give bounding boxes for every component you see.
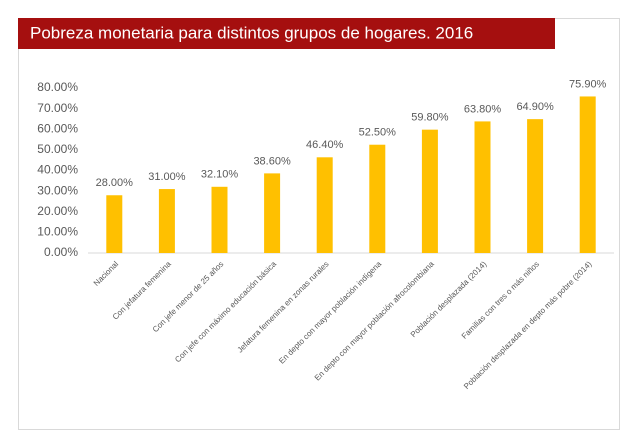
y-tick-label: 50.00% bbox=[37, 142, 78, 156]
y-tick-label: 30.00% bbox=[37, 183, 78, 197]
value-label: 38.60% bbox=[253, 155, 291, 167]
bar bbox=[421, 129, 438, 253]
y-tick-label: 40.00% bbox=[37, 163, 78, 177]
bar bbox=[579, 96, 596, 253]
value-label: 32.10% bbox=[201, 169, 239, 181]
bar bbox=[158, 189, 175, 253]
bar bbox=[106, 195, 123, 253]
chart-title: Pobreza monetaria para distintos grupos … bbox=[30, 23, 473, 42]
bar bbox=[264, 173, 281, 253]
y-tick-label: 80.00% bbox=[37, 80, 78, 94]
value-label: 75.90% bbox=[569, 78, 607, 90]
value-label: 31.00% bbox=[148, 171, 186, 183]
y-tick-label: 0.00% bbox=[44, 245, 78, 259]
value-label: 64.90% bbox=[516, 101, 554, 113]
value-label: 63.80% bbox=[464, 103, 502, 115]
value-label: 46.40% bbox=[306, 139, 344, 151]
value-label: 52.50% bbox=[359, 127, 397, 139]
y-tick-label: 10.00% bbox=[37, 225, 78, 239]
bar bbox=[316, 157, 333, 253]
bar bbox=[527, 119, 544, 253]
value-label: 28.00% bbox=[96, 177, 134, 189]
y-tick-label: 20.00% bbox=[37, 204, 78, 218]
bar bbox=[211, 186, 228, 253]
bar bbox=[369, 144, 386, 253]
y-tick-label: 70.00% bbox=[37, 101, 78, 115]
y-tick-label: 60.00% bbox=[37, 121, 78, 135]
bar bbox=[474, 121, 491, 253]
value-label: 59.80% bbox=[411, 112, 449, 124]
header-bar bbox=[18, 18, 555, 49]
